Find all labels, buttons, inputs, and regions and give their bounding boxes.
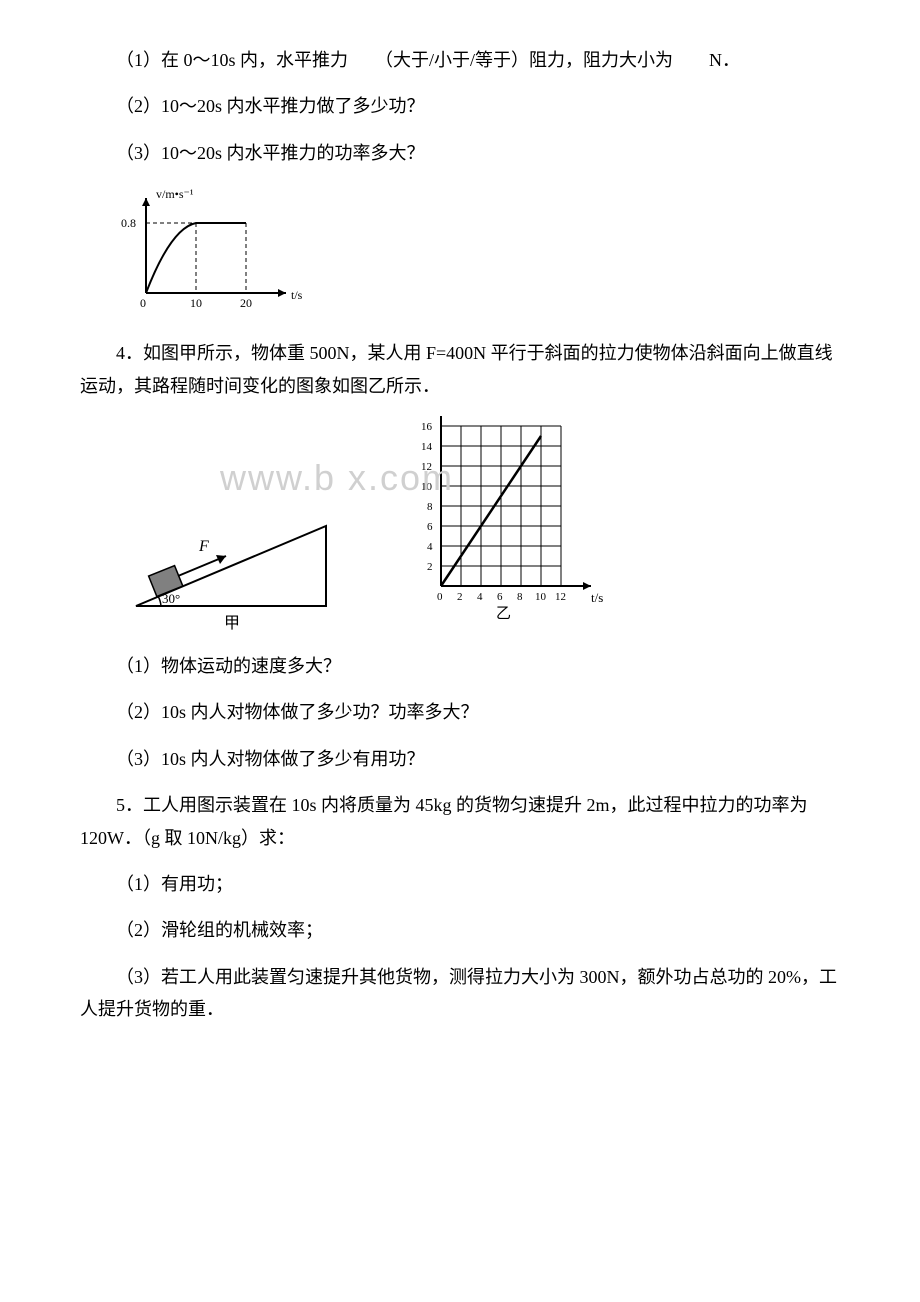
q5-sub3: （3）若工人用此装置匀速提升其他货物，测得拉力大小为 300N，额外功占总功的 … <box>80 961 840 1026</box>
ylabel: s/m <box>447 416 466 417</box>
y-axis-arrow <box>142 198 150 206</box>
q4-sub3: （3）10s 内人对物体做了多少有用功？ <box>80 743 840 775</box>
q5-intro: 5．工人用图示装置在 10s 内将质量为 45kg 的货物匀速提升 2m，此过程… <box>80 789 840 854</box>
xt-0: 0 <box>437 591 443 603</box>
incline-caption: 甲 <box>224 615 240 632</box>
q4-intro: 4．如图甲所示，物体重 500N，某人用 F=400N 平行于斜面的拉力使物体沿… <box>80 337 840 402</box>
xtick-20: 20 <box>240 296 252 310</box>
st-plot-area: 2 4 6 8 10 12 14 16 0 2 4 6 8 10 12 s/m … <box>421 416 603 622</box>
xt-6: 6 <box>497 591 503 603</box>
q4-sub2: （2）10s 内人对物体做了多少功？功率多大？ <box>80 696 840 728</box>
yt-14: 14 <box>421 441 433 453</box>
q5-sub2: （2）滑轮组的机械效率； <box>80 914 840 946</box>
angle-label: 30° <box>162 591 180 606</box>
x-axis-arrow <box>278 289 286 297</box>
ytick-0.8: 0.8 <box>121 216 136 230</box>
x-axis-arrow <box>583 582 591 590</box>
yt-2: 2 <box>427 561 433 573</box>
yt-8: 8 <box>427 501 433 513</box>
xt-8: 8 <box>517 591 523 603</box>
yt-4: 4 <box>427 541 433 553</box>
xtick-0: 0 <box>140 296 146 310</box>
q3-sub2: （2）10～20s 内水平推力做了多少功？ <box>80 90 840 122</box>
q3-sub3: （3）10～20s 内水平推力的功率多大？ <box>80 137 840 169</box>
yt-12: 12 <box>421 461 432 473</box>
grid <box>441 426 561 586</box>
yt-10: 10 <box>421 481 433 493</box>
velocity-time-graph: v/m•s⁻¹ 0.8 0 10 20 t/s <box>116 183 316 323</box>
q3-sub1: （1）在 0～10s 内，水平推力 （大于/小于/等于）阻力，阻力大小为 N． <box>80 44 840 76</box>
xt-4: 4 <box>477 591 483 603</box>
q3-chart: v/m•s⁻¹ 0.8 0 10 20 t/s <box>80 183 840 323</box>
xlabel: t/s <box>291 288 303 302</box>
xtick-10: 10 <box>190 296 202 310</box>
xt-12: 12 <box>555 591 566 603</box>
q5-sub1: （1）有用功； <box>80 868 840 900</box>
graph-caption: 乙 <box>496 606 511 622</box>
yt-6: 6 <box>427 521 433 533</box>
xt-2: 2 <box>457 591 463 603</box>
q4-sub1: （1）物体运动的速度多大？ <box>80 650 840 682</box>
xlabel: t/s <box>591 590 603 605</box>
force-label: F <box>198 538 209 555</box>
yt-16: 16 <box>421 421 433 433</box>
xt-10: 10 <box>535 591 547 603</box>
incline-figure: F 30° 甲 <box>116 476 346 636</box>
q4-figures: www.b x.com F 30° 甲 <box>80 416 840 636</box>
data-line <box>441 436 541 586</box>
ylabel: v/m•s⁻¹ <box>156 187 194 201</box>
st-graph: 2 4 6 8 10 12 14 16 0 2 4 6 8 10 12 s/m … <box>406 416 626 636</box>
angle-arc <box>158 596 161 606</box>
